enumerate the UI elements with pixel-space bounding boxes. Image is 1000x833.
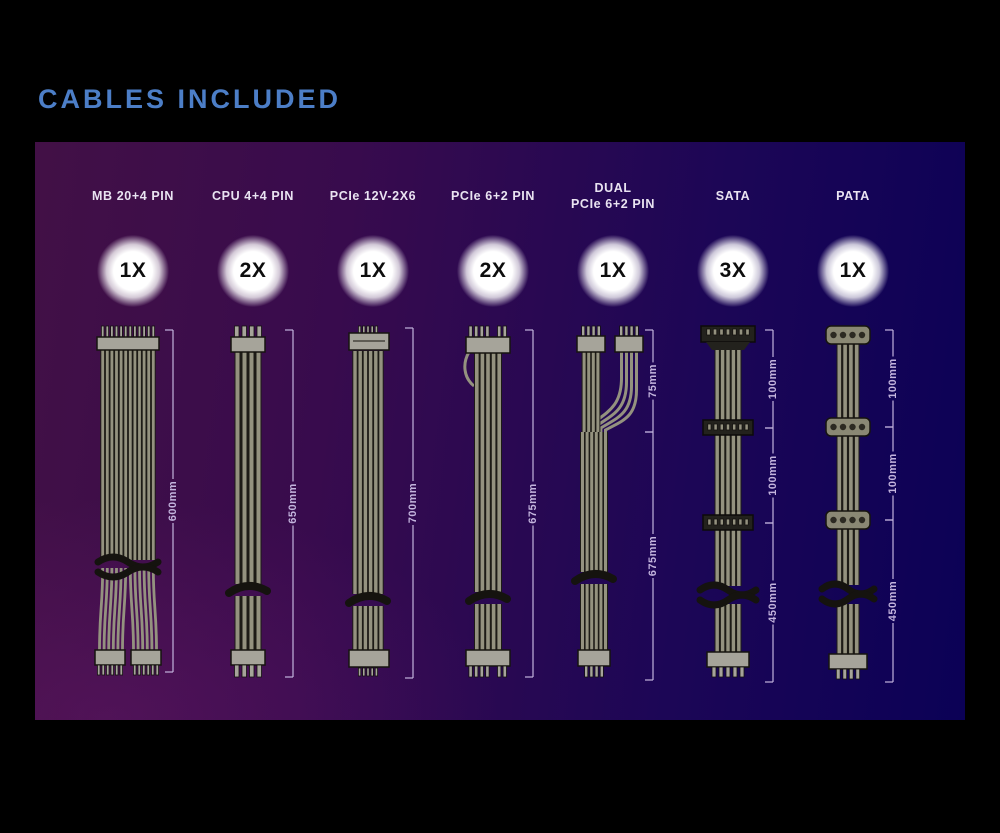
cable-label: DUAL PCIe 6+2 PIN bbox=[545, 178, 681, 214]
measurement-bracket: 650mm bbox=[285, 329, 299, 678]
cable-graphic-pata: 100mm 100mm 450mm bbox=[818, 325, 899, 683]
cable-column-dual-pcie-6-2-pin: DUAL PCIe 6+2 PIN 1X 75mm 675mm bbox=[553, 142, 673, 720]
measurement-label: 675mm bbox=[527, 483, 539, 523]
measurement-label: 600mm bbox=[167, 481, 179, 521]
page-title: CABLES INCLUDED bbox=[38, 84, 342, 114]
cable-art bbox=[696, 325, 760, 678]
measurement-label: 100mm bbox=[767, 359, 779, 399]
count-text: 1X bbox=[119, 259, 147, 282]
measurement-label: 75mm bbox=[647, 364, 659, 398]
cable-graphic-cpu-4-4-pin: 650mm bbox=[225, 325, 299, 678]
measurement-bracket: 100mm 100mm 450mm bbox=[765, 329, 779, 683]
count-badge: 3X bbox=[697, 235, 769, 307]
cable-graphic-dual-pcie-6-2-pin: 75mm 675mm bbox=[571, 325, 659, 681]
count-text: 3X bbox=[719, 259, 747, 282]
cable-label-line: PATA bbox=[836, 188, 870, 203]
cable-art bbox=[818, 325, 878, 680]
cable-column-sata: SATA 3X 100mm 100mm 450mm bbox=[673, 142, 793, 720]
count-text: 1X bbox=[839, 259, 867, 282]
count-badge: 1X bbox=[817, 235, 889, 307]
measurement-bracket: 600mm bbox=[165, 329, 179, 673]
cable-label-line: MB 20+4 PIN bbox=[92, 188, 174, 203]
cable-label: CPU 4+4 PIN bbox=[185, 178, 321, 214]
cable-column-pata: PATA 1X 100mm 100mm 450mm bbox=[793, 142, 913, 720]
measurement-bracket: 100mm 100mm 450mm bbox=[885, 329, 899, 683]
measurement-label: 100mm bbox=[767, 455, 779, 495]
cable-graphic-sata: 100mm 100mm 450mm bbox=[696, 325, 779, 683]
cable-label-line: PCIe 12V-2X6 bbox=[329, 188, 417, 203]
cable-label: PATA bbox=[785, 178, 921, 214]
cable-art bbox=[225, 325, 271, 678]
measurement-label: 100mm bbox=[887, 358, 899, 398]
cable-art bbox=[463, 325, 511, 678]
cable-label: MB 20+4 PIN bbox=[65, 178, 201, 214]
count-badge: 2X bbox=[457, 235, 529, 307]
cable-column-pcie-12v-2x6: PCIe 12V-2X6 1X 700mm bbox=[313, 142, 433, 720]
cable-label: SATA bbox=[665, 178, 801, 214]
count-badge: 2X bbox=[217, 235, 289, 307]
cable-label: PCIe 6+2 PIN bbox=[425, 178, 561, 214]
measurement-label: 700mm bbox=[407, 483, 419, 523]
cable-label-line: DUAL bbox=[594, 180, 632, 195]
measurement-label: 450mm bbox=[887, 581, 899, 621]
measurement-label: 100mm bbox=[887, 453, 899, 493]
cable-art bbox=[345, 325, 391, 677]
measurement-bracket: 675mm bbox=[525, 329, 539, 678]
cable-column-cpu-4-4-pin: CPU 4+4 PIN 2X 650mm bbox=[193, 142, 313, 720]
count-badge: 1X bbox=[337, 235, 409, 307]
measurement-label: 450mm bbox=[767, 582, 779, 622]
count-badge: 1X bbox=[97, 235, 169, 307]
count-text: 1X bbox=[359, 259, 387, 282]
measurement-label: 675mm bbox=[647, 536, 659, 576]
count-badge: 1X bbox=[577, 235, 649, 307]
measurement-bracket: 700mm bbox=[405, 327, 419, 679]
cable-label-line: SATA bbox=[715, 188, 751, 203]
cable-label-line: PCIe 6+2 PIN bbox=[451, 188, 535, 203]
gradient-panel: MB 20+4 PIN 1X 600mm CPU 4+4 PIN 2X 650m… bbox=[35, 142, 965, 720]
measurement-label: 650mm bbox=[287, 483, 299, 523]
cable-graphic-pcie-6-2-pin: 675mm bbox=[463, 325, 539, 678]
cable-art bbox=[571, 325, 644, 678]
cable-label: PCIe 12V-2X6 bbox=[305, 178, 441, 214]
count-text: 2X bbox=[239, 259, 267, 282]
cable-label-line: CPU 4+4 PIN bbox=[212, 188, 294, 203]
cable-art bbox=[94, 325, 162, 676]
measurement-bracket: 75mm 675mm bbox=[645, 329, 659, 681]
count-text: 2X bbox=[479, 259, 507, 282]
cable-label-line: PCIe 6+2 PIN bbox=[571, 197, 655, 211]
cable-column-pcie-6-2-pin: PCIe 6+2 PIN 2X 675mm bbox=[433, 142, 553, 720]
cable-graphic-pcie-12v-2x6: 700mm bbox=[345, 325, 419, 679]
cable-column-mb-20-4-pin: MB 20+4 PIN 1X 600mm bbox=[73, 142, 193, 720]
count-text: 1X bbox=[599, 259, 627, 282]
cable-graphic-mb-20-4-pin: 600mm bbox=[94, 325, 179, 676]
